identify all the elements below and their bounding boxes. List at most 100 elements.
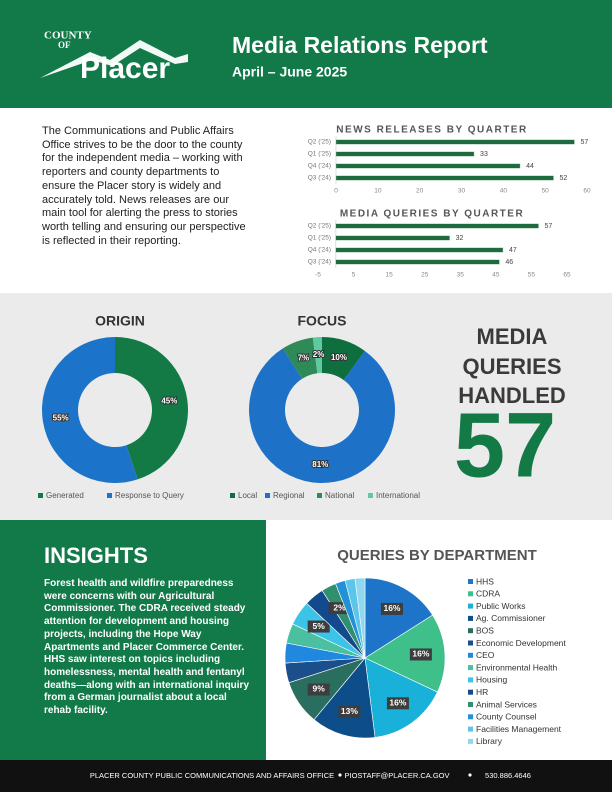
legend-label: Public Works [476,601,525,611]
logo-text: OF [58,40,71,50]
category-label: Q4 ('24) [308,247,331,254]
legend-swatch [468,603,473,609]
label-box [409,648,432,661]
insights-panel [0,520,266,760]
legend-label: County Counsel [476,712,537,722]
value-label: 5% [313,621,326,631]
label-box [380,602,403,615]
kpi-label: MEDIA [477,324,548,349]
legend-swatch [468,702,473,707]
legend-label: Generated [46,491,84,500]
slice [115,337,188,480]
slice [322,337,365,381]
x-tick-label: 65 [563,272,571,279]
value-label: 2% [333,602,346,612]
legend-label: Ag. Commissioner [476,613,546,623]
legend-label: HHS [476,576,494,586]
chart-title: FOCUS [298,313,347,329]
category-label: Q4 ('24) [308,163,331,170]
x-tick-label: 10 [374,188,382,195]
bar [335,151,475,157]
footer-text: 530.886.4646 [485,771,531,780]
value-label: 57 [580,139,588,146]
chart-title: QUERIES BY DEPARTMENT [337,547,536,564]
legend-label: Regional [273,491,305,500]
legend-label: Library [476,736,503,746]
value-label: 2% [313,350,325,359]
value-label: 46 [505,259,513,266]
value-label: 9% [313,684,326,694]
legend-swatch [230,493,235,498]
category-label: Q1 ('25) [308,235,331,242]
logo-text: Placer [80,52,170,85]
legend-label: Animal Services [476,699,537,709]
x-tick-label: 55 [528,272,536,279]
legend-swatch [468,615,473,621]
bar [335,247,504,253]
gray-band [0,293,612,520]
legend-label: Response to Query [115,491,184,500]
value-label: 52 [560,175,568,182]
legend-swatch [368,493,373,498]
label-box [307,620,330,633]
legend-label: Local [238,491,257,500]
slice [313,657,376,739]
value-label: 16% [412,649,429,659]
footer-bullet [468,773,472,777]
category-label: Q1 ('25) [308,151,331,158]
legend-swatch [107,493,112,498]
value-label: 16% [389,698,406,708]
legend-label: Environmental Health [476,662,558,672]
footer-band [0,760,612,792]
report-subtitle: April – June 2025 [232,64,347,80]
legend-swatch [468,689,473,695]
bar [335,175,554,181]
logo-mountain [40,40,188,78]
footer-text: PIOSTAFF@PLACER.CA.GOV [345,771,450,780]
legend-label: CEO [476,650,495,660]
intro-text: The Communications and Public Affairs Of… [42,125,246,247]
legend-swatch [468,677,473,683]
chart-title: MEDIA QUERIES BY QUARTER [340,209,524,220]
legend-swatch [468,726,473,732]
value-label: 81% [312,460,328,469]
value-label: 32 [456,235,464,242]
x-tick-label: 60 [583,188,591,195]
insights-text: Forest health and wildfire preparedness … [44,578,250,717]
bar [335,235,450,241]
x-tick-label: 30 [458,188,466,195]
slice [364,577,433,659]
x-tick-label: 45 [492,272,500,279]
x-tick-label: 0 [334,188,338,195]
slice [312,337,322,374]
kpi-label: QUERIES [462,354,561,379]
legend-label: CDRA [476,589,500,599]
value-label: 57 [545,223,553,230]
header-band [0,0,612,108]
value-label: 7% [298,353,310,362]
footer-bullet [338,773,342,777]
chart-title: ORIGIN [95,313,145,329]
x-tick-label: 5 [352,272,356,279]
label-box [307,683,330,696]
legend-swatch [468,591,473,597]
category-label: Q2 ('25) [308,139,331,146]
category-label: Q3 ('24) [308,175,331,182]
logo-text: COUNTY [44,30,92,42]
legend-swatch [468,640,473,646]
value-label: 16% [383,603,400,613]
bar [335,259,500,265]
x-tick-label: 35 [457,272,465,279]
kpi-label: HANDLED [458,383,566,408]
legend-label: BOS [476,625,494,635]
legend-label: Economic Development [476,638,566,648]
report-title: Media Relations Report [232,32,488,58]
legend-swatch [317,493,322,498]
legend-swatch [468,652,473,658]
x-tick-label: 20 [416,188,424,195]
category-label: Q2 ('25) [308,223,331,230]
value-label: 44 [526,163,534,170]
x-tick-label: 40 [500,188,508,195]
